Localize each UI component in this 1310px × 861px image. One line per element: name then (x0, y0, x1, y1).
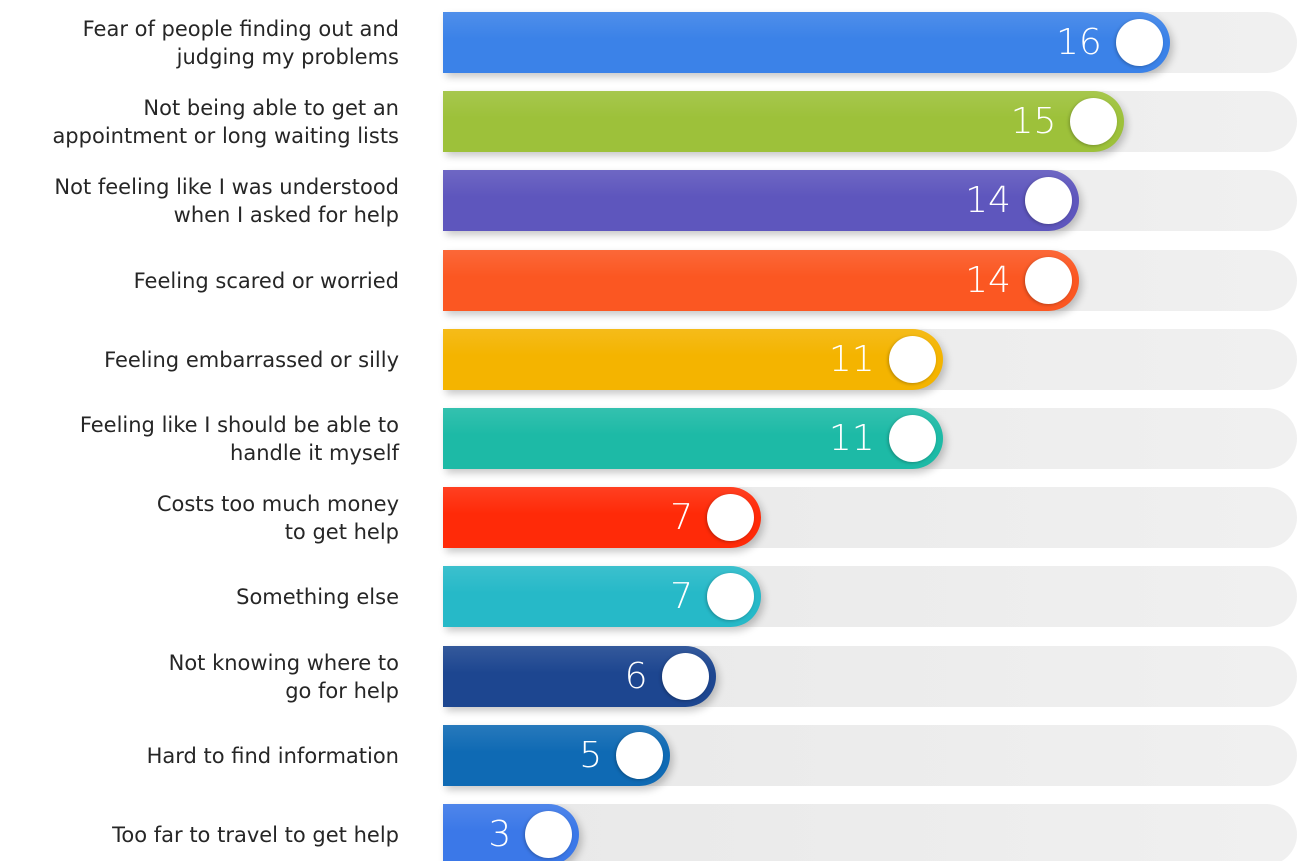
category-label: Not knowing where to go for help (168, 650, 399, 703)
chart-row: Not being able to get an appointment or … (0, 91, 1310, 152)
data-label: 6 (624, 656, 648, 697)
bar-end-knob (706, 494, 754, 541)
bar (443, 408, 943, 469)
chart-row: Hard to find information 5 (0, 725, 1310, 786)
data-label: 14 (965, 260, 1011, 301)
bar (443, 329, 943, 390)
category-label: Fear of people finding out and judging m… (82, 16, 399, 69)
bar (443, 12, 1170, 73)
data-label: 5 (579, 735, 603, 776)
bar-end-knob (525, 811, 573, 858)
data-label: 16 (1055, 22, 1102, 63)
chart-row: Feeling like I should be able to handle … (0, 408, 1310, 469)
bar-end-knob (1024, 257, 1072, 304)
bar-end-knob (1070, 98, 1118, 145)
data-label: 14 (965, 180, 1011, 221)
chart-row: Fear of people finding out and judging m… (0, 12, 1310, 73)
chart-row: Feeling embarrassed or silly 11 (0, 329, 1310, 390)
bar (443, 170, 1079, 231)
category-label: Feeling like I should be able to handle … (79, 412, 399, 465)
chart-row: Something else 7 (0, 566, 1310, 627)
bar (443, 91, 1125, 152)
bar-end-knob (888, 336, 936, 383)
data-label: 3 (488, 814, 512, 855)
chart-row: Not feeling like I was understood when I… (0, 170, 1310, 231)
category-label: Not being able to get an appointment or … (52, 95, 399, 148)
bar-track (443, 804, 1297, 861)
category-label: Costs too much money to get help (156, 491, 399, 544)
bar-end-knob (706, 573, 754, 620)
category-label: Feeling scared or worried (133, 268, 399, 293)
chart-row: Too far to travel to get help 3 (0, 804, 1310, 861)
data-label: 11 (828, 339, 875, 380)
category-label: Too far to travel to get help (112, 822, 399, 847)
data-label: 11 (828, 418, 875, 459)
category-label: Not feeling like I was understood when I… (54, 174, 399, 227)
category-label: Something else (236, 584, 399, 609)
bar-end-knob (616, 732, 664, 779)
category-label: Feeling embarrassed or silly (104, 347, 399, 372)
bar-end-knob (888, 415, 936, 462)
bar-end-knob (1115, 19, 1163, 66)
data-label: 7 (670, 497, 693, 538)
bar (443, 250, 1079, 311)
bar-end-knob (661, 653, 709, 700)
category-label: Hard to find information (146, 743, 399, 768)
bar-end-knob (1024, 177, 1072, 224)
data-label: 7 (670, 576, 693, 617)
chart-row: Not knowing where to go for help 6 (0, 646, 1310, 707)
data-label: 15 (1010, 101, 1057, 142)
chart-row: Feeling scared or worried 14 (0, 250, 1310, 311)
bar (443, 487, 761, 548)
chart-row: Costs too much money to get help 7 (0, 487, 1310, 548)
